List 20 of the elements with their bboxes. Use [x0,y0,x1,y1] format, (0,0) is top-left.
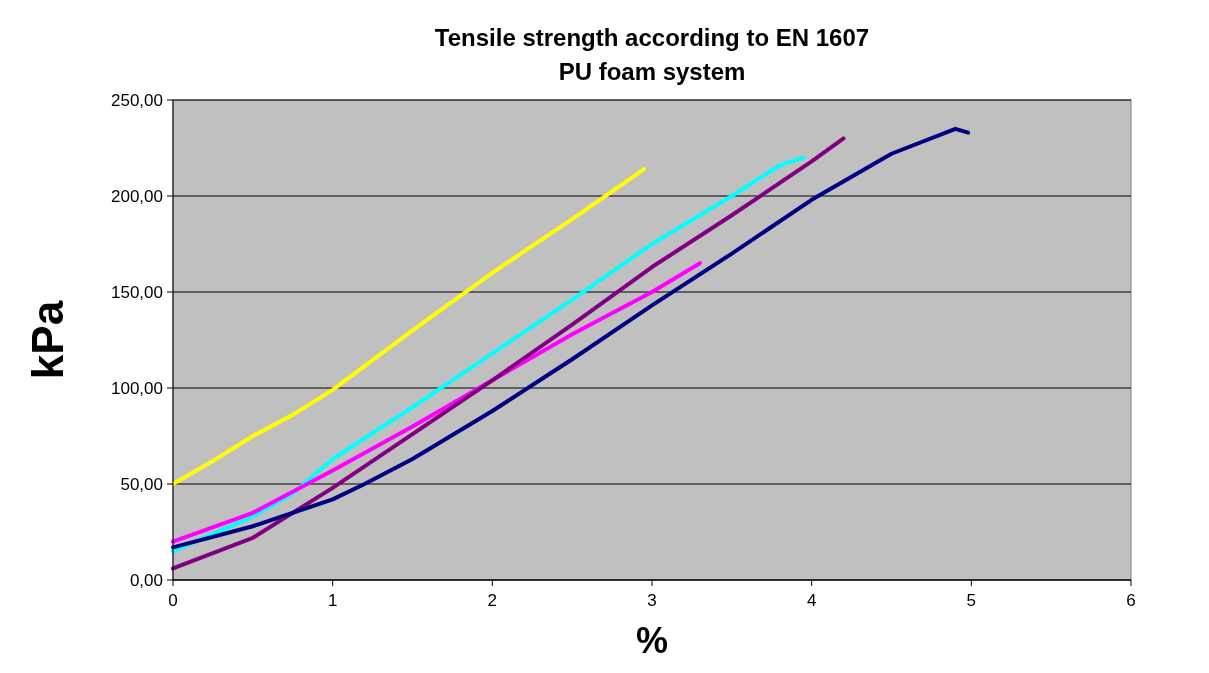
y-tick-label: 150,00 [111,283,163,302]
y-axis-title: kPa [23,300,72,380]
x-tick-label: 4 [806,591,817,610]
chart-title: Tensile strength according to EN 1607 [434,24,870,51]
line-series [171,126,971,550]
y-tick-label: 0,00 [129,571,163,590]
y-tick-label: 200,00 [111,187,163,206]
line-series [171,261,702,544]
x-tick-label: 0 [168,591,178,610]
x-tick-label: 6 [1126,591,1136,610]
y-tick-label: 50,00 [120,475,163,494]
x-tick-label: 3 [647,591,657,610]
y-tick-label: 250,00 [111,91,163,110]
y-tick-label: 100,00 [111,379,163,398]
chart-subtitle: PU foam system [558,58,746,85]
x-tick-label: 1 [327,591,338,610]
x-axis-title: % [635,620,669,661]
line-series [171,167,647,486]
x-tick-label: 5 [966,591,977,610]
x-tick-label: 2 [487,591,498,610]
